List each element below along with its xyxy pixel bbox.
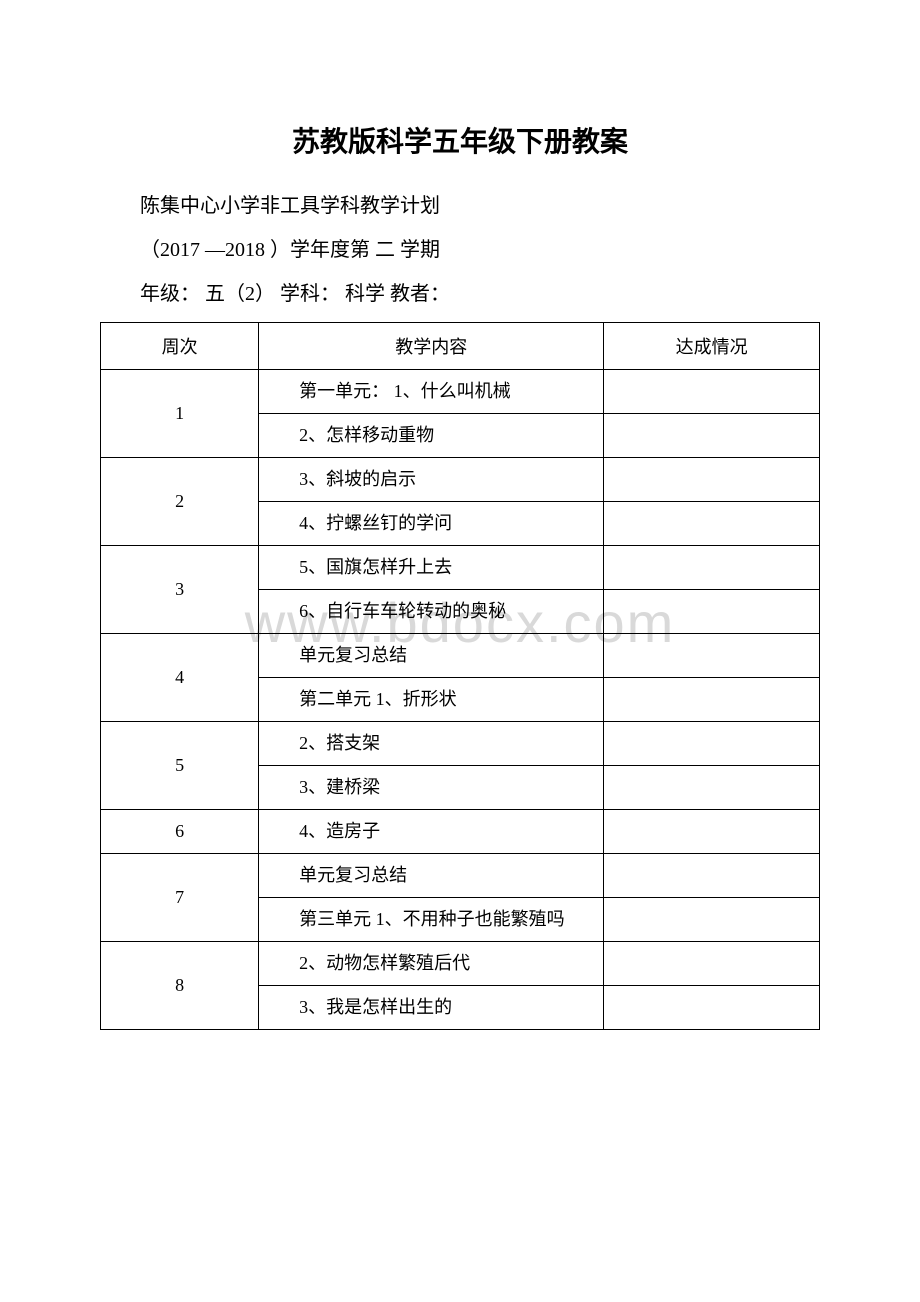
meta-school: 陈集中心小学非工具学科教学计划 bbox=[100, 190, 820, 222]
table-row: 7 单元复习总结 bbox=[101, 854, 820, 898]
status-cell bbox=[604, 546, 820, 590]
content-cell: 5、国旗怎样升上去 bbox=[259, 546, 604, 590]
status-cell bbox=[604, 502, 820, 546]
content-cell: 第三单元 1、不用种子也能繁殖吗 bbox=[259, 898, 604, 942]
status-cell bbox=[604, 414, 820, 458]
status-cell bbox=[604, 590, 820, 634]
content-cell: 3、斜坡的启示 bbox=[259, 458, 604, 502]
content-cell: 3、建桥梁 bbox=[259, 766, 604, 810]
table-header-row: 周次 教学内容 达成情况 bbox=[101, 323, 820, 370]
header-week: 周次 bbox=[101, 323, 259, 370]
status-cell bbox=[604, 766, 820, 810]
table-row: 8 2、动物怎样繁殖后代 bbox=[101, 942, 820, 986]
header-status: 达成情况 bbox=[604, 323, 820, 370]
content-cell: 6、自行车车轮转动的奥秘 bbox=[259, 590, 604, 634]
week-cell: 8 bbox=[101, 942, 259, 1030]
content-cell: 单元复习总结 bbox=[259, 634, 604, 678]
table-row: 1 第一单元： 1、什么叫机械 bbox=[101, 370, 820, 414]
meta-semester: （2017 —2018 ）学年度第 二 学期 bbox=[100, 234, 820, 266]
status-cell bbox=[604, 458, 820, 502]
week-cell: 2 bbox=[101, 458, 259, 546]
content-cell: 第一单元： 1、什么叫机械 bbox=[259, 370, 604, 414]
content-cell: 2、搭支架 bbox=[259, 722, 604, 766]
table-row: 2 3、斜坡的启示 bbox=[101, 458, 820, 502]
content-cell: 2、动物怎样繁殖后代 bbox=[259, 942, 604, 986]
week-cell: 4 bbox=[101, 634, 259, 722]
meta-class-info: 年级： 五（2） 学科： 科学 教者： bbox=[100, 278, 820, 310]
document-title: 苏教版科学五年级下册教案 bbox=[100, 120, 820, 160]
table-row: 3 5、国旗怎样升上去 bbox=[101, 546, 820, 590]
week-cell: 3 bbox=[101, 546, 259, 634]
status-cell bbox=[604, 370, 820, 414]
content-cell: 单元复习总结 bbox=[259, 854, 604, 898]
content-cell: 4、拧螺丝钉的学问 bbox=[259, 502, 604, 546]
status-cell bbox=[604, 678, 820, 722]
status-cell bbox=[604, 810, 820, 854]
document-content: 苏教版科学五年级下册教案 陈集中心小学非工具学科教学计划 （2017 —2018… bbox=[100, 120, 820, 1030]
status-cell bbox=[604, 986, 820, 1030]
content-cell: 2、怎样移动重物 bbox=[259, 414, 604, 458]
schedule-table: 周次 教学内容 达成情况 1 第一单元： 1、什么叫机械 2、怎样移动重物 2 … bbox=[100, 322, 820, 1030]
header-content: 教学内容 bbox=[259, 323, 604, 370]
status-cell bbox=[604, 898, 820, 942]
table-row: 4 单元复习总结 bbox=[101, 634, 820, 678]
content-cell: 第二单元 1、折形状 bbox=[259, 678, 604, 722]
table-row: 6 4、造房子 bbox=[101, 810, 820, 854]
status-cell bbox=[604, 942, 820, 986]
week-cell: 1 bbox=[101, 370, 259, 458]
content-cell: 3、我是怎样出生的 bbox=[259, 986, 604, 1030]
week-cell: 7 bbox=[101, 854, 259, 942]
status-cell bbox=[604, 634, 820, 678]
week-cell: 6 bbox=[101, 810, 259, 854]
status-cell bbox=[604, 854, 820, 898]
content-cell: 4、造房子 bbox=[259, 810, 604, 854]
week-cell: 5 bbox=[101, 722, 259, 810]
table-row: 5 2、搭支架 bbox=[101, 722, 820, 766]
status-cell bbox=[604, 722, 820, 766]
